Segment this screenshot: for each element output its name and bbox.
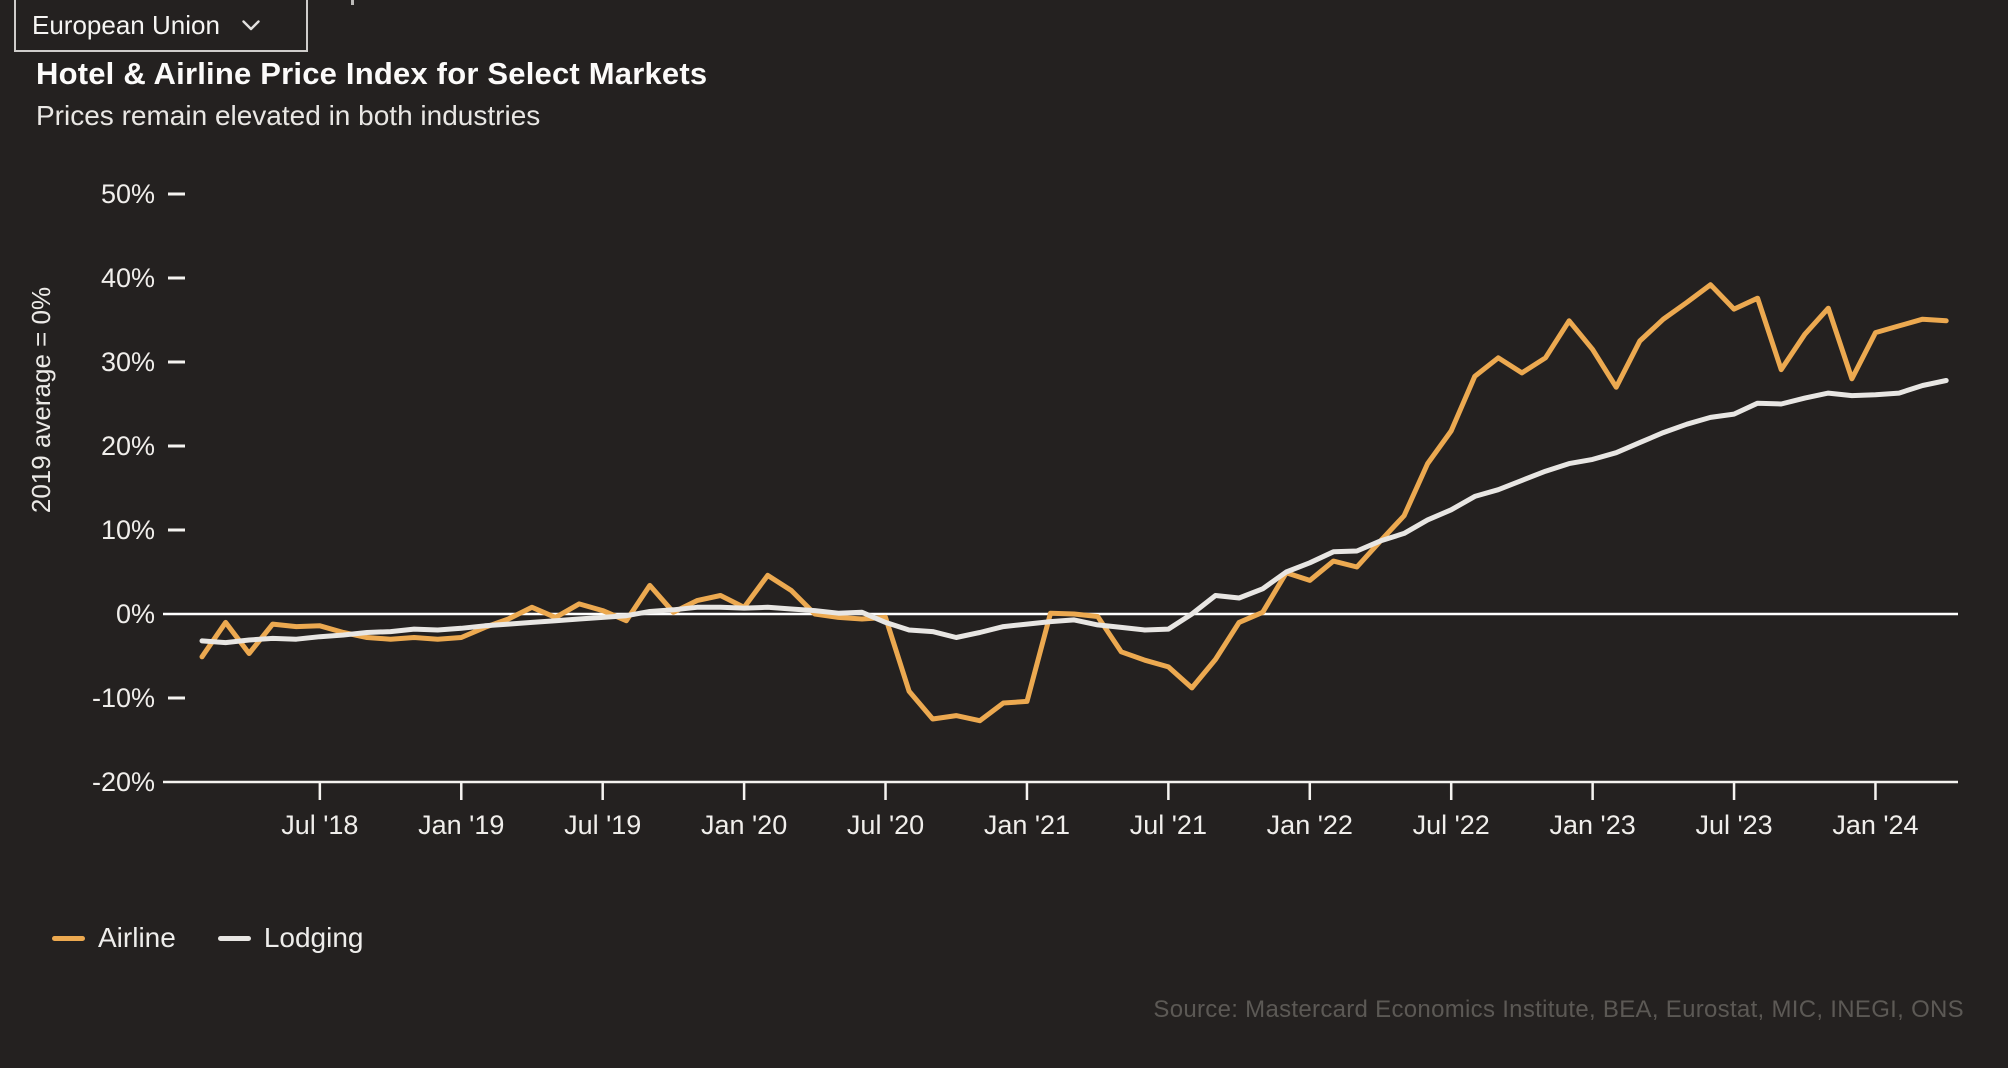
y-tick-label: 50% [101,179,155,209]
x-tick-label: Jan '22 [1267,810,1353,840]
region-dropdown-value: European Union [32,9,220,40]
legend-item-lodging[interactable]: Lodging [217,922,364,954]
clipped-ui-fragment [351,0,354,5]
x-tick-label: Jul '22 [1413,810,1490,840]
lodging-line-swatch [217,935,251,941]
legend-label-airline: Airline [98,922,176,953]
y-tick-label: -10% [92,683,155,713]
series-line-lodging [199,378,1949,646]
legend-item-airline[interactable]: Airline [52,922,176,954]
chart-subtitle: Prices remain elevated in both industrie… [36,100,541,131]
y-axis-title: 2019 average = 0% [26,287,56,513]
y-tick-label: -20% [92,767,155,797]
y-tick-label: 30% [101,347,155,377]
chart-title: Hotel & Airline Price Index for Select M… [36,56,708,91]
legend-label-lodging: Lodging [263,922,364,953]
x-tick-label: Jan '21 [984,810,1070,840]
x-tick-label: Jan '19 [418,810,504,840]
x-tick-label: Jul '20 [847,810,924,840]
y-tick-dash [168,276,185,280]
x-tick-label: Jul '23 [1695,810,1772,840]
y-tick-label: 10% [101,515,155,545]
series-line-airline [199,282,1949,724]
chart-legend: Airline Lodging [52,922,363,954]
source-attribution: Source: Mastercard Economics Institute, … [1153,996,1964,1023]
y-tick-label: 0% [116,599,155,629]
y-tick-label: 40% [101,263,155,293]
x-tick-label: Jan '24 [1832,810,1918,840]
x-tick-label: Jul '19 [564,810,641,840]
y-tick-dash [168,360,185,364]
y-tick-dash [168,528,185,532]
x-tick-label: Jan '20 [701,810,787,840]
y-tick-dash [168,696,185,700]
y-tick-dash [168,444,185,448]
airline-line-swatch [52,935,85,941]
y-tick-label: 20% [101,431,155,461]
region-dropdown[interactable]: European Union [14,0,308,52]
y-tick-dash [168,192,185,196]
chevron-down-icon [242,19,260,31]
x-tick-label: Jan '23 [1550,810,1636,840]
x-tick-label: Jul '18 [281,810,358,840]
x-tick-label: Jul '21 [1130,810,1207,840]
